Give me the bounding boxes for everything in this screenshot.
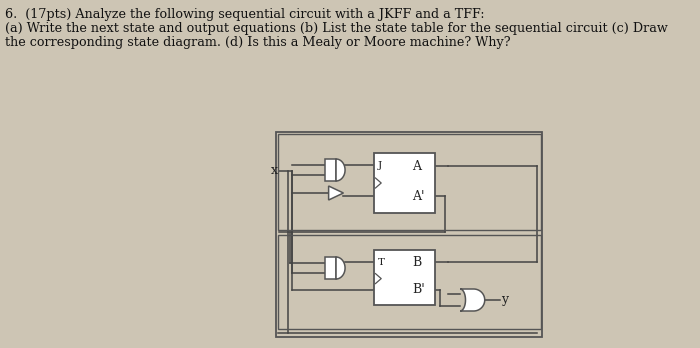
Polygon shape — [328, 186, 344, 200]
Text: (a) Write the next state and output equations (b) List the state table for the s: (a) Write the next state and output equa… — [5, 22, 668, 35]
Text: the corresponding state diagram. (d) Is this a Mealy or Moore machine? Why?: the corresponding state diagram. (d) Is … — [5, 36, 510, 49]
Text: B: B — [412, 255, 421, 269]
Polygon shape — [460, 289, 484, 311]
Polygon shape — [336, 257, 345, 279]
Bar — [276, 132, 542, 337]
Text: J: J — [378, 160, 382, 169]
Text: T: T — [378, 258, 385, 267]
Polygon shape — [336, 159, 345, 181]
Text: A: A — [412, 160, 421, 173]
Bar — [278, 235, 540, 329]
Bar — [325, 159, 336, 181]
Text: y: y — [501, 293, 508, 307]
Bar — [374, 250, 435, 305]
Bar — [325, 257, 336, 279]
Bar — [278, 134, 540, 230]
Text: A': A' — [412, 190, 424, 203]
Text: B': B' — [412, 283, 425, 296]
Text: 6.  (17pts) Analyze the following sequential circuit with a JKFF and a TFF:: 6. (17pts) Analyze the following sequent… — [5, 8, 484, 21]
Text: x: x — [271, 165, 278, 177]
Bar — [374, 153, 435, 213]
